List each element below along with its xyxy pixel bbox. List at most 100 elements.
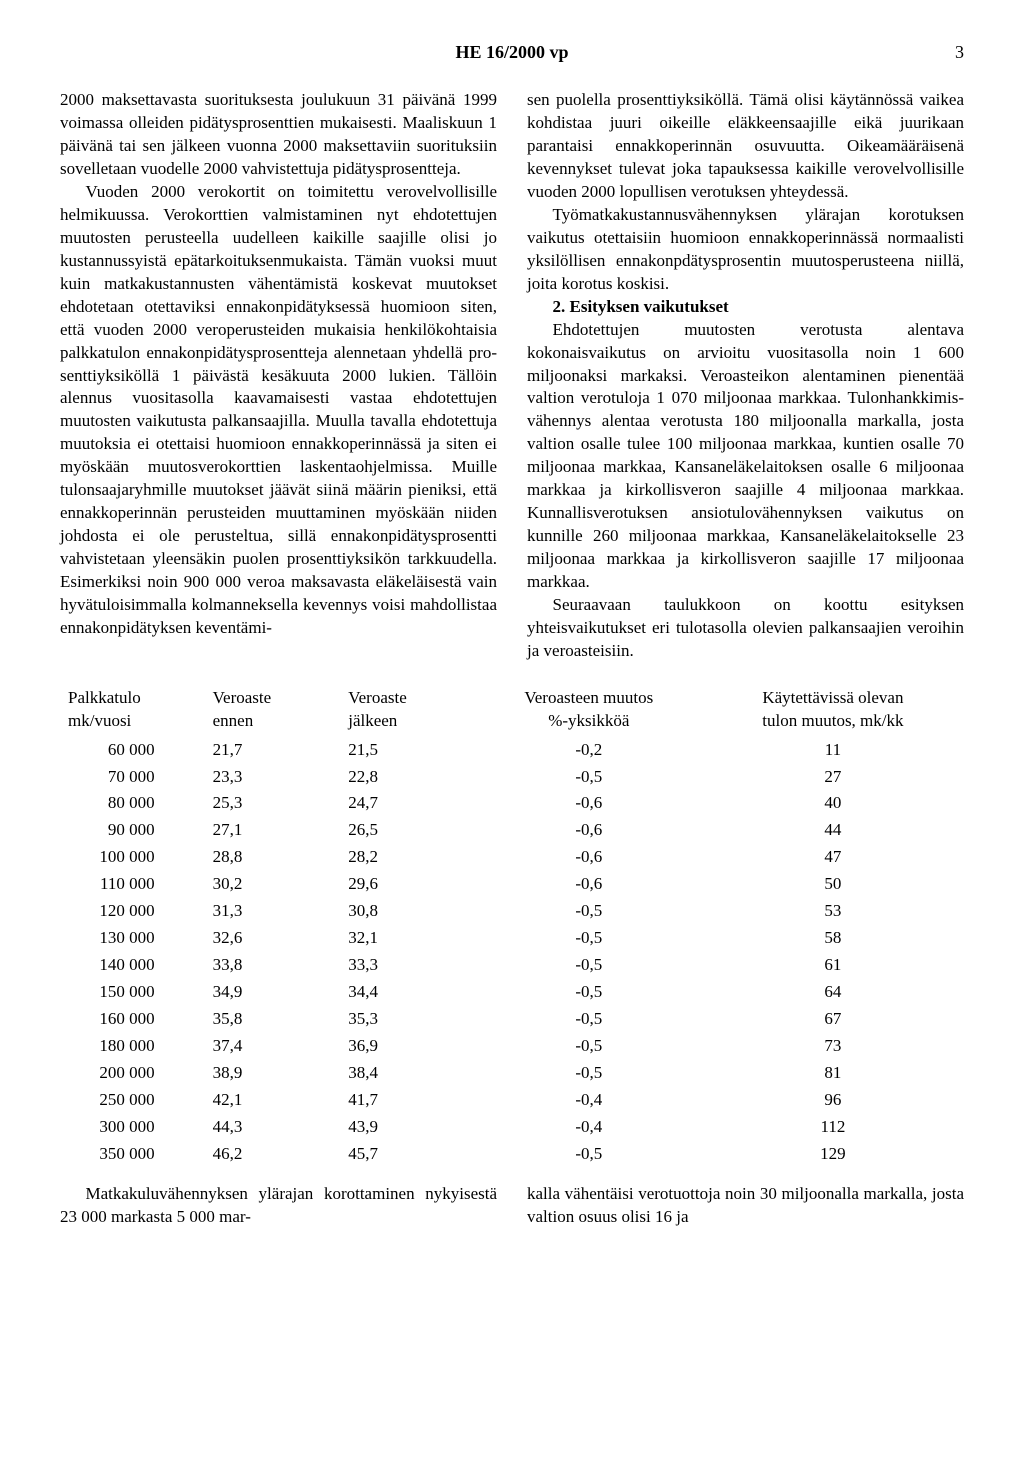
table-row: 180 00037,436,9-0,573 [60, 1033, 964, 1060]
cell-salary: 200 000 [60, 1060, 205, 1087]
table-row: 70 00023,322,8-0,527 [60, 764, 964, 791]
cell-salary: 110 000 [60, 871, 205, 898]
cell-income: 67 [702, 1006, 964, 1033]
header-income: Käytettävissä olevantulon muutos, mk/kk [702, 683, 964, 737]
cell-before: 37,4 [205, 1033, 341, 1060]
section-title: 2. Esityksen vaikutukset [527, 296, 964, 319]
page-header: HE 16/2000 vp 3 [60, 40, 964, 64]
bottom-left-para: Matkakuluvähennyksen ylärajan korottami­… [60, 1183, 497, 1229]
table-row: 130 00032,632,1-0,558 [60, 925, 964, 952]
cell-after: 34,4 [340, 979, 476, 1006]
cell-after: 24,7 [340, 790, 476, 817]
document-title: HE 16/2000 vp [455, 42, 568, 62]
tax-effect-table: Palkkatulomk/vuosi Veroasteennen Veroast… [60, 683, 964, 1168]
cell-salary: 300 000 [60, 1114, 205, 1141]
cell-change: -0,4 [476, 1114, 702, 1141]
right-para-4: Seuraavaan taulukkoon on koottu esitykse… [527, 594, 964, 663]
cell-after: 32,1 [340, 925, 476, 952]
table-row: 100 00028,828,2-0,647 [60, 844, 964, 871]
cell-after: 41,7 [340, 1087, 476, 1114]
cell-after: 28,2 [340, 844, 476, 871]
header-salary: Palkkatulomk/vuosi [60, 683, 205, 737]
table-row: 300 00044,343,9-0,4112 [60, 1114, 964, 1141]
cell-after: 22,8 [340, 764, 476, 791]
cell-salary: 130 000 [60, 925, 205, 952]
table-row: 200 00038,938,4-0,581 [60, 1060, 964, 1087]
cell-income: 81 [702, 1060, 964, 1087]
cell-income: 61 [702, 952, 964, 979]
left-column: 2000 maksettavasta suorituksesta jouluku… [60, 89, 497, 662]
cell-salary: 120 000 [60, 898, 205, 925]
cell-after: 43,9 [340, 1114, 476, 1141]
cell-before: 27,1 [205, 817, 341, 844]
cell-income: 47 [702, 844, 964, 871]
cell-salary: 100 000 [60, 844, 205, 871]
cell-change: -0,5 [476, 898, 702, 925]
table-row: 350 00046,245,7-0,5129 [60, 1141, 964, 1168]
bottom-right-para: kalla vähentäisi verotuottoja noin 30 mi… [527, 1183, 964, 1229]
cell-salary: 80 000 [60, 790, 205, 817]
cell-income: 50 [702, 871, 964, 898]
cell-income: 53 [702, 898, 964, 925]
cell-income: 44 [702, 817, 964, 844]
cell-change: -0,5 [476, 1060, 702, 1087]
cell-salary: 90 000 [60, 817, 205, 844]
cell-before: 32,6 [205, 925, 341, 952]
cell-after: 45,7 [340, 1141, 476, 1168]
cell-salary: 350 000 [60, 1141, 205, 1168]
cell-before: 33,8 [205, 952, 341, 979]
cell-after: 26,5 [340, 817, 476, 844]
cell-before: 34,9 [205, 979, 341, 1006]
cell-income: 27 [702, 764, 964, 791]
cell-salary: 160 000 [60, 1006, 205, 1033]
cell-change: -0,5 [476, 1006, 702, 1033]
cell-after: 29,6 [340, 871, 476, 898]
left-para-1: 2000 maksettavasta suorituksesta jouluku… [60, 89, 497, 181]
cell-change: -0,6 [476, 790, 702, 817]
cell-income: 64 [702, 979, 964, 1006]
table-header-row: Palkkatulomk/vuosi Veroasteennen Veroast… [60, 683, 964, 737]
cell-income: 73 [702, 1033, 964, 1060]
cell-before: 23,3 [205, 764, 341, 791]
cell-after: 35,3 [340, 1006, 476, 1033]
cell-income: 129 [702, 1141, 964, 1168]
cell-after: 30,8 [340, 898, 476, 925]
header-after: Veroastejälkeen [340, 683, 476, 737]
cell-income: 58 [702, 925, 964, 952]
cell-before: 31,3 [205, 898, 341, 925]
cell-change: -0,5 [476, 1141, 702, 1168]
cell-before: 42,1 [205, 1087, 341, 1114]
cell-change: -0,4 [476, 1087, 702, 1114]
cell-change: -0,5 [476, 764, 702, 791]
cell-income: 112 [702, 1114, 964, 1141]
page-number: 3 [955, 40, 964, 64]
cell-change: -0,5 [476, 925, 702, 952]
cell-income: 40 [702, 790, 964, 817]
cell-salary: 70 000 [60, 764, 205, 791]
cell-after: 33,3 [340, 952, 476, 979]
cell-before: 25,3 [205, 790, 341, 817]
cell-change: -0,6 [476, 817, 702, 844]
left-para-2: Vuoden 2000 verokortit on toimitettu ve­… [60, 181, 497, 640]
table-row: 80 00025,324,7-0,640 [60, 790, 964, 817]
cell-after: 21,5 [340, 737, 476, 764]
cell-before: 38,9 [205, 1060, 341, 1087]
cell-after: 38,4 [340, 1060, 476, 1087]
header-change: Veroasteen muutos%-yksikköä [476, 683, 702, 737]
cell-change: -0,2 [476, 737, 702, 764]
cell-before: 21,7 [205, 737, 341, 764]
cell-income: 11 [702, 737, 964, 764]
cell-change: -0,6 [476, 871, 702, 898]
cell-before: 46,2 [205, 1141, 341, 1168]
cell-before: 28,8 [205, 844, 341, 871]
cell-salary: 150 000 [60, 979, 205, 1006]
table-row: 250 00042,141,7-0,496 [60, 1087, 964, 1114]
cell-after: 36,9 [340, 1033, 476, 1060]
table-row: 110 00030,229,6-0,650 [60, 871, 964, 898]
cell-salary: 140 000 [60, 952, 205, 979]
table-row: 140 00033,833,3-0,561 [60, 952, 964, 979]
bottom-right-column: kalla vähentäisi verotuottoja noin 30 mi… [527, 1183, 964, 1229]
table-row: 150 00034,934,4-0,564 [60, 979, 964, 1006]
cell-change: -0,6 [476, 844, 702, 871]
cell-income: 96 [702, 1087, 964, 1114]
